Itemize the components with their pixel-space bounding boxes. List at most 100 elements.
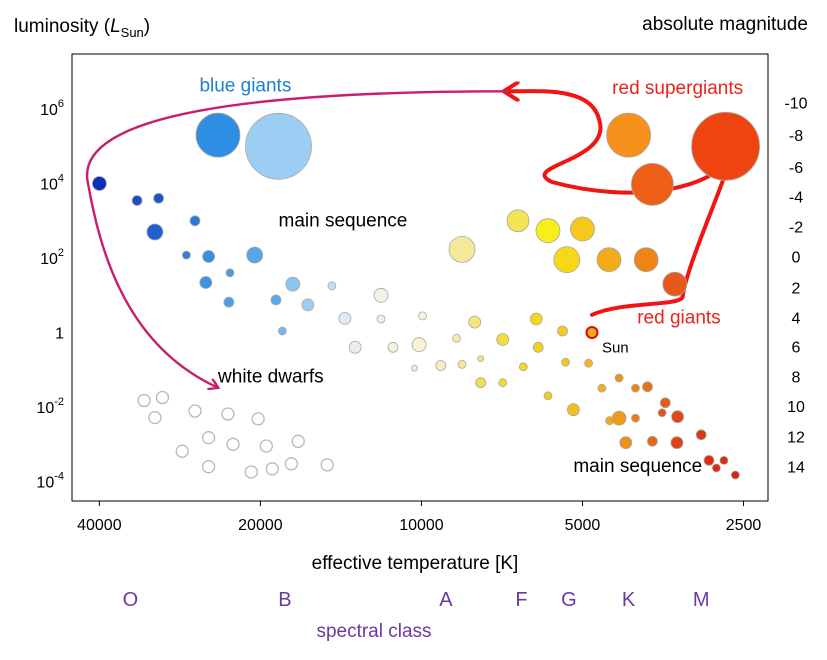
- main-sequence-star: [270, 294, 282, 306]
- giants-star: [448, 235, 476, 263]
- main-sequence-star: [647, 435, 658, 447]
- x-tick-label: 20000: [238, 517, 283, 534]
- x-tick-label: 10000: [399, 517, 444, 534]
- white-dwarfs-star: [244, 465, 258, 479]
- white-dwarfs-star: [175, 444, 189, 458]
- x-axis-title: effective temperature [K]: [312, 553, 519, 574]
- main-sequence-star: [225, 268, 235, 278]
- magnitude-tick-label: -10: [784, 95, 807, 112]
- main-sequence-star: [452, 333, 461, 343]
- main-sequence-star: [202, 250, 216, 263]
- main-sequence-star: [657, 408, 667, 418]
- main-sequence-star: [611, 410, 627, 426]
- main-sequence-star: [719, 455, 729, 465]
- x-tick-label: 40000: [77, 517, 122, 534]
- giants-star: [553, 246, 581, 274]
- white-dwarfs-star: [265, 462, 279, 476]
- region-annotation: red supergiants: [612, 78, 743, 99]
- y-tick-label: 104: [40, 173, 64, 194]
- y-tick-label: 1: [55, 326, 64, 343]
- blue-giants-star: [245, 112, 312, 180]
- spectral-class-title: spectral class: [316, 621, 431, 642]
- main-sequence-star: [529, 312, 543, 326]
- main-sequence-star: [301, 298, 315, 312]
- main-sequence-star: [730, 470, 740, 480]
- main-sequence-star: [131, 195, 143, 206]
- white-dwarfs-star: [137, 393, 151, 408]
- magnitude-tick-label: 10: [787, 399, 805, 416]
- spectral-class-B: B: [278, 589, 291, 611]
- blue-giants-star: [195, 112, 241, 158]
- main-sequence-star: [181, 250, 191, 260]
- magnitude-tick-label: 2: [792, 281, 801, 298]
- main-sequence-star: [659, 397, 671, 409]
- main-sequence-star: [703, 454, 715, 466]
- main-sequence-star: [619, 436, 633, 450]
- magnitude-tick-label: 4: [792, 311, 801, 328]
- main-sequence-star: [695, 429, 707, 441]
- x-tick-label: 2500: [726, 517, 762, 534]
- giants-star: [535, 218, 561, 244]
- y-axis-title: luminosity (LSun): [14, 16, 150, 40]
- main-sequence-star: [246, 246, 264, 264]
- white-dwarfs-star: [148, 410, 162, 425]
- main-sequence-star: [671, 410, 684, 424]
- main-sequence-star: [348, 340, 362, 354]
- magnitude-tick-label: -4: [789, 189, 803, 206]
- main-sequence-star: [518, 362, 528, 372]
- magnitude-tick-label: -8: [789, 128, 803, 145]
- main-sequence-star: [597, 383, 607, 393]
- region-annotation: main sequence: [573, 456, 702, 477]
- main-sequence-star: [411, 364, 419, 372]
- spectral-class-G: G: [561, 589, 577, 611]
- main-sequence-star: [285, 276, 301, 292]
- white-dwarfs-star: [291, 434, 305, 448]
- magnitude-tick-label: 6: [792, 340, 801, 357]
- main-sequence-star: [199, 276, 213, 289]
- white-dwarfs-star: [284, 457, 299, 471]
- white-dwarfs-star: [226, 437, 240, 451]
- white-dwarfs-star: [201, 431, 216, 445]
- main-sequence-star: [223, 296, 235, 308]
- main-sequence-star: [567, 403, 580, 417]
- giants-star: [506, 209, 530, 233]
- main-sequence-star: [376, 314, 386, 324]
- region-annotation: main sequence: [279, 211, 408, 232]
- spectral-class-O: O: [123, 589, 139, 611]
- main-sequence-star: [418, 311, 428, 321]
- main-sequence-star: [277, 326, 287, 336]
- main-sequence-star: [584, 358, 593, 368]
- spectral-class-F: F: [515, 589, 527, 611]
- main-sequence-star: [387, 341, 399, 353]
- red-supergiants-star: [631, 162, 674, 206]
- magnitude-tick-label: 8: [792, 370, 801, 387]
- plot-frame: [71, 53, 769, 502]
- white-dwarfs-star: [221, 407, 235, 421]
- main-sequence-star: [561, 357, 570, 367]
- magnitude-tick-label: -2: [789, 220, 803, 237]
- main-sequence-star: [327, 281, 337, 291]
- magnitude-tick-label: 14: [787, 460, 805, 477]
- main-sequence-star: [477, 355, 485, 363]
- y2-axis-title: absolute magnitude: [642, 14, 808, 35]
- white-dwarfs-star: [201, 460, 216, 474]
- main-sequence-star: [435, 360, 447, 371]
- giants-star: [570, 216, 595, 242]
- main-sequence-star: [712, 463, 721, 473]
- main-sequence-star: [468, 315, 482, 329]
- spectral-class-A: A: [439, 589, 453, 611]
- region-annotation: white dwarfs: [217, 367, 324, 388]
- red-supergiants-star: [691, 111, 760, 181]
- main-sequence-star: [614, 373, 624, 383]
- main-sequence-star: [557, 325, 568, 337]
- main-sequence-star: [338, 311, 352, 325]
- region-annotation: red giants: [637, 307, 720, 328]
- magnitude-tick-label: -6: [789, 160, 803, 177]
- main-sequence-star: [411, 337, 427, 353]
- white-dwarf-evolution-track: [85, 90, 509, 387]
- main-sequence-star: [670, 436, 684, 450]
- sun-label: Sun: [602, 340, 629, 357]
- main-sequence-star: [532, 341, 544, 353]
- y-tick-label: 102: [40, 247, 64, 268]
- main-sequence-star: [631, 383, 640, 393]
